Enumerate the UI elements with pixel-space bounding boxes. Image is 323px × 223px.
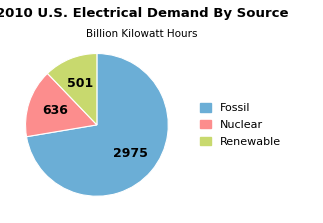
Text: 636: 636 bbox=[42, 105, 68, 118]
Text: 2010 U.S. Electrical Demand By Source: 2010 U.S. Electrical Demand By Source bbox=[0, 7, 288, 20]
Wedge shape bbox=[26, 54, 168, 196]
Text: 501: 501 bbox=[67, 77, 93, 90]
Text: Billion Kilowatt Hours: Billion Kilowatt Hours bbox=[86, 29, 198, 39]
Wedge shape bbox=[47, 54, 97, 125]
Wedge shape bbox=[26, 73, 97, 137]
Text: 2975: 2975 bbox=[113, 147, 148, 160]
Legend: Fossil, Nuclear, Renewable: Fossil, Nuclear, Renewable bbox=[195, 99, 285, 151]
